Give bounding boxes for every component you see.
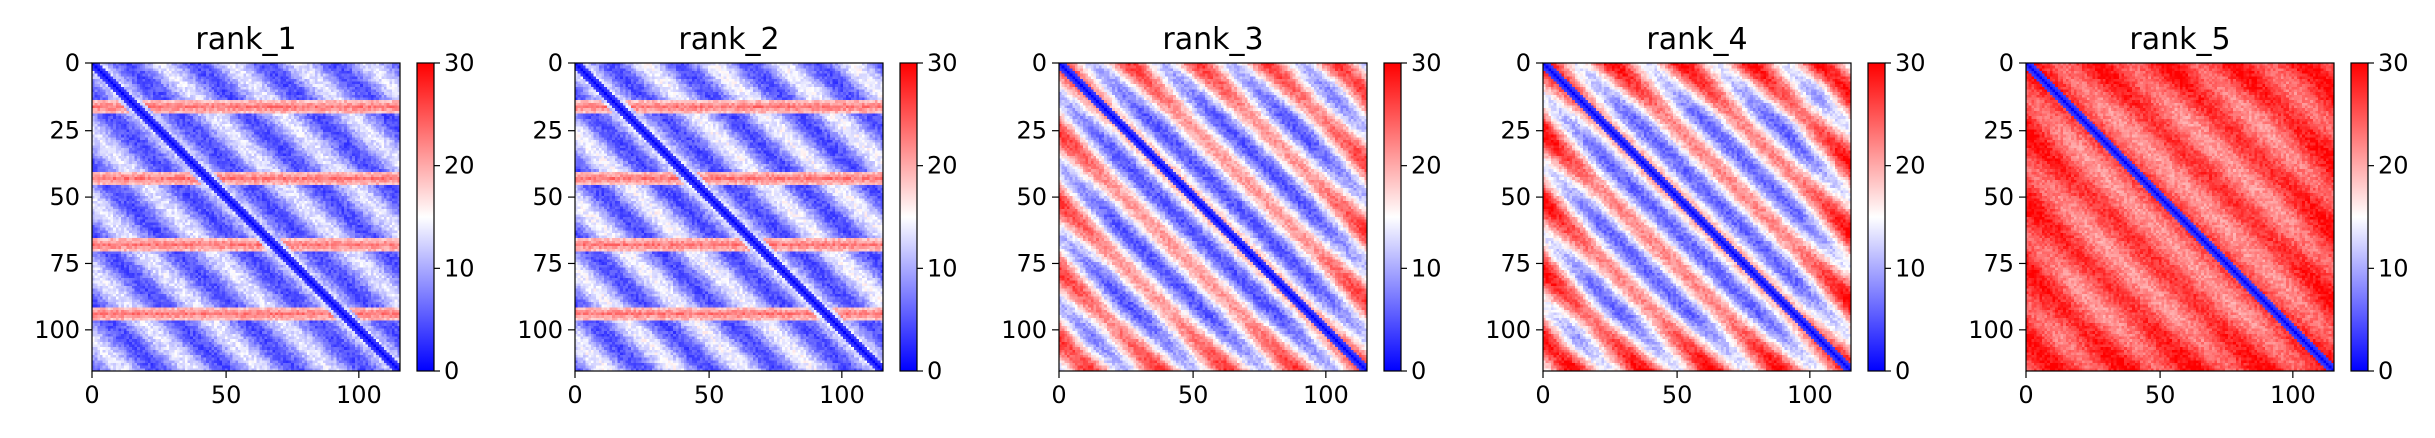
x-tick-label: 100 bbox=[1787, 381, 1833, 409]
panel-title: rank_4 bbox=[1646, 22, 1747, 57]
colorbar-tick-label: 30 bbox=[444, 49, 475, 77]
colorbar bbox=[416, 62, 435, 372]
heatmap-cells bbox=[2026, 63, 2334, 371]
x-tick-label: 100 bbox=[2270, 381, 2316, 409]
panel-title: rank_1 bbox=[195, 22, 296, 57]
heatmap-cells bbox=[575, 63, 883, 371]
x-tick-label: 50 bbox=[211, 381, 242, 409]
colorbar-tick-label: 20 bbox=[1411, 152, 1442, 180]
panel-title: rank_2 bbox=[678, 22, 779, 57]
colorbar-tick-label: 0 bbox=[444, 357, 459, 385]
y-tick-label: 50 bbox=[1983, 183, 2014, 211]
y-tick-label: 0 bbox=[1516, 49, 1531, 77]
x-tick-label: 0 bbox=[84, 381, 99, 409]
heatmap-cells bbox=[1059, 63, 1367, 371]
colorbar bbox=[899, 62, 918, 372]
colorbar-tick-label: 0 bbox=[927, 357, 942, 385]
y-tick-label: 50 bbox=[532, 183, 563, 211]
colorbar bbox=[2350, 62, 2369, 372]
colorbar-tick-label: 10 bbox=[1895, 254, 1926, 282]
colorbar-tick-label: 20 bbox=[927, 152, 958, 180]
colorbar-tick-label: 10 bbox=[2378, 254, 2409, 282]
colorbar-tick-label: 0 bbox=[1895, 357, 1910, 385]
y-tick-label: 0 bbox=[65, 49, 80, 77]
y-tick-label: 25 bbox=[1500, 117, 1531, 145]
colorbar-tick-label: 30 bbox=[1411, 49, 1442, 77]
colorbar-tick-label: 20 bbox=[2378, 152, 2409, 180]
x-tick-label: 100 bbox=[819, 381, 865, 409]
colorbar-tick-label: 20 bbox=[444, 152, 475, 180]
colorbar-tick-label: 30 bbox=[2378, 49, 2409, 77]
y-tick-label: 100 bbox=[1485, 316, 1531, 344]
colorbar-tick-label: 30 bbox=[927, 49, 958, 77]
y-tick-label: 75 bbox=[1016, 249, 1047, 277]
colorbar-tick-label: 0 bbox=[1411, 357, 1426, 385]
colorbar-tick-label: 20 bbox=[1895, 152, 1926, 180]
y-tick-label: 25 bbox=[49, 117, 80, 145]
plot-frame bbox=[574, 62, 884, 372]
x-tick-label: 100 bbox=[336, 381, 382, 409]
y-tick-label: 50 bbox=[49, 183, 80, 211]
plot-frame bbox=[91, 62, 401, 372]
x-tick-label: 50 bbox=[2145, 381, 2176, 409]
x-tick-label: 0 bbox=[567, 381, 582, 409]
heatmap-cells bbox=[1543, 63, 1851, 371]
y-tick-label: 50 bbox=[1500, 183, 1531, 211]
y-tick-label: 75 bbox=[49, 249, 80, 277]
y-tick-label: 50 bbox=[1016, 183, 1047, 211]
colorbar bbox=[1867, 62, 1886, 372]
panel-rank-2: rank_2 0 50 100 0 25 50 75 100 0 10 20 30 bbox=[517, 22, 957, 409]
plot-frame bbox=[1542, 62, 1852, 372]
x-tick-label: 0 bbox=[1535, 381, 1550, 409]
y-tick-label: 0 bbox=[1032, 49, 1047, 77]
y-tick-label: 0 bbox=[1999, 49, 2014, 77]
panel-rank-1: rank_1 0 50 100 0 25 50 75 100 0 10 20 30 bbox=[34, 22, 474, 409]
panel-rank-4: rank_4 0 50 100 0 25 50 75 100 0 10 20 30 bbox=[1485, 22, 1925, 409]
y-tick-label: 100 bbox=[517, 316, 563, 344]
plot-frame bbox=[1058, 62, 1368, 372]
colorbar-tick-label: 30 bbox=[1895, 49, 1926, 77]
colorbar-tick-label: 10 bbox=[444, 254, 475, 282]
y-tick-label: 75 bbox=[1983, 249, 2014, 277]
y-tick-label: 100 bbox=[1001, 316, 1047, 344]
y-tick-label: 25 bbox=[1983, 117, 2014, 145]
x-tick-label: 0 bbox=[1051, 381, 1066, 409]
x-tick-label: 50 bbox=[694, 381, 725, 409]
y-tick-label: 25 bbox=[532, 117, 563, 145]
y-tick-label: 25 bbox=[1016, 117, 1047, 145]
heatmap-cells bbox=[92, 63, 400, 371]
y-tick-label: 100 bbox=[1968, 316, 2014, 344]
plot-frame bbox=[2025, 62, 2335, 372]
panel-rank-3: rank_3 0 50 100 0 25 50 75 100 0 10 20 30 bbox=[1001, 22, 1441, 409]
x-tick-label: 100 bbox=[1303, 381, 1349, 409]
y-tick-label: 0 bbox=[548, 49, 563, 77]
y-tick-label: 75 bbox=[1500, 249, 1531, 277]
colorbar-tick-label: 10 bbox=[1411, 254, 1442, 282]
colorbar-tick-label: 10 bbox=[927, 254, 958, 282]
y-tick-label: 75 bbox=[532, 249, 563, 277]
panel-title: rank_5 bbox=[2129, 22, 2230, 57]
panel-rank-5: rank_5 0 50 100 0 25 50 75 100 0 10 20 30 bbox=[1968, 22, 2408, 409]
panel-title: rank_3 bbox=[1162, 22, 1263, 57]
y-tick-label: 100 bbox=[34, 316, 80, 344]
colorbar bbox=[1383, 62, 1402, 372]
colorbar-tick-label: 0 bbox=[2378, 357, 2393, 385]
x-tick-label: 0 bbox=[2018, 381, 2033, 409]
x-tick-label: 50 bbox=[1178, 381, 1209, 409]
x-tick-label: 50 bbox=[1662, 381, 1693, 409]
